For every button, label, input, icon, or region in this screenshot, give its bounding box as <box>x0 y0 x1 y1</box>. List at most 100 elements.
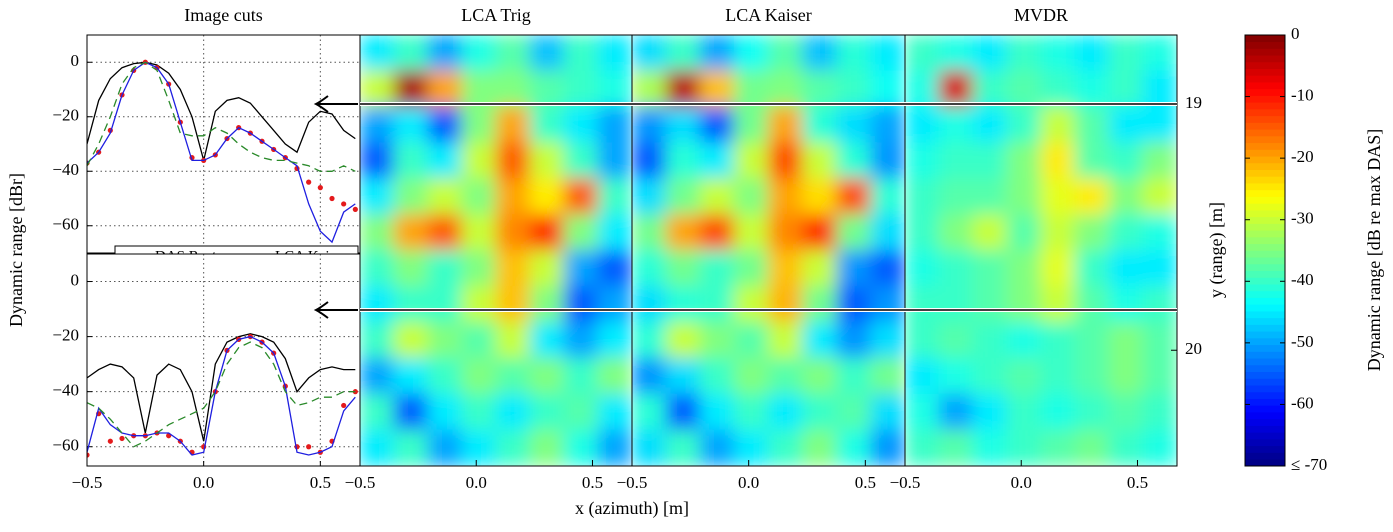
y-tick-label: −60 <box>52 436 79 455</box>
heatmap-cell <box>529 214 565 251</box>
colorbar-swatch <box>1245 189 1285 197</box>
heatmap-cell <box>802 35 838 72</box>
heatmap-cell <box>1040 321 1076 359</box>
colorbar-swatch <box>1245 277 1285 285</box>
colorbar-swatch <box>1245 250 1285 258</box>
heatmap-cell <box>495 285 531 323</box>
heatmap-cell <box>699 214 735 251</box>
heatmap-cell <box>870 285 905 323</box>
heatmap-cell <box>870 35 905 72</box>
x-tick-label: −0.5 <box>890 473 921 492</box>
colorbar-swatch <box>1245 142 1285 150</box>
heatmap-cell <box>529 250 565 287</box>
heatmap-cell <box>1142 178 1177 216</box>
x-axis-label: x (azimuth) [m] <box>575 498 689 519</box>
colorbar-swatch <box>1245 115 1285 123</box>
heatmap-cell <box>427 429 463 466</box>
heatmap-cell <box>360 321 395 359</box>
heatmap-cell <box>529 393 565 431</box>
heatmap-cell <box>1040 35 1076 72</box>
heatmap-cell <box>836 142 872 180</box>
heatmap-cell <box>495 178 531 216</box>
heatmap-cell <box>836 214 872 251</box>
colorbar-swatch <box>1245 229 1285 238</box>
heatmap-clip <box>905 35 1177 466</box>
x-tick-label: 0.0 <box>738 473 759 492</box>
heatmap-cell <box>597 70 632 108</box>
colorbar-swatch <box>1245 310 1285 319</box>
y-tick-label: −60 <box>52 215 79 234</box>
heatmap-cell <box>1142 70 1177 108</box>
heatmap-cell <box>905 178 940 216</box>
heatmap-cell <box>972 70 1008 108</box>
colorbar-swatch <box>1245 162 1285 170</box>
heatmap-cell <box>972 214 1008 251</box>
heatmap-cell <box>563 70 599 108</box>
heatmap-cell <box>768 393 804 431</box>
heatmap-cell <box>699 106 735 144</box>
heatmap-cell <box>870 429 905 466</box>
heatmap-cell <box>870 178 905 216</box>
data-point <box>329 195 335 202</box>
heatmap-cell <box>529 178 565 216</box>
heatmap-cell <box>938 178 974 216</box>
heatmap-cell <box>938 70 974 108</box>
colorbar-tick-label: -50 <box>1291 332 1314 351</box>
heatmap-cell <box>632 178 667 216</box>
heatmap-cell <box>699 357 735 395</box>
heatmap-cell <box>1074 106 1110 144</box>
heatmap-cell <box>529 70 565 108</box>
heatmap-cell <box>427 70 463 108</box>
heatmap-cell <box>1108 142 1144 180</box>
heatmap-cell <box>870 393 905 431</box>
heatmap-cell <box>461 70 497 108</box>
heatmap-cell <box>563 142 599 180</box>
heatmap-cell <box>563 285 599 323</box>
heatmap-cell <box>632 214 667 251</box>
heatmap-cell <box>1142 321 1177 359</box>
heatmap-cell <box>461 178 497 216</box>
colorbar-swatch <box>1245 128 1285 137</box>
heatmap-cell <box>360 250 395 287</box>
colorbar-swatch <box>1245 203 1285 211</box>
heatmap-cell <box>733 106 769 144</box>
colorbar-swatch <box>1245 452 1285 460</box>
heatmap-cell <box>870 142 905 180</box>
heatmap-cell <box>360 35 395 72</box>
heatmap-cell <box>1040 357 1076 395</box>
heatmap-cell <box>1040 393 1076 431</box>
heatmap-cell <box>1006 70 1042 108</box>
heatmap-cell <box>597 106 632 144</box>
heatmap-cell <box>768 106 804 144</box>
heatmap-cell <box>733 178 769 216</box>
heatmap-cell <box>393 250 429 287</box>
heatmap-cell <box>1006 285 1042 323</box>
heatmap-cell <box>699 250 735 287</box>
heatmap-cell <box>836 393 872 431</box>
colorbar-swatch <box>1245 108 1285 117</box>
plots: 0 −20 −40 −60 Image cuts Dynamic range [dBr] x… <box>6 5 1384 519</box>
heatmap-cell <box>802 393 838 431</box>
heatmap-cell <box>768 321 804 359</box>
heatmap-cell <box>802 142 838 180</box>
data-point <box>87 452 90 458</box>
panel-title: Image cuts <box>184 5 262 25</box>
colorbar-swatch <box>1245 317 1285 325</box>
x-tick-label: 0.5 <box>1127 473 1148 492</box>
heatmap-cell <box>1108 35 1144 72</box>
heatmap-cell <box>1040 106 1076 144</box>
colorbar-swatch <box>1245 61 1285 69</box>
colorbar-swatch <box>1245 263 1285 272</box>
heatmap-cell <box>905 250 940 287</box>
heatmap-cell <box>768 250 804 287</box>
heatmap-cell <box>597 35 632 72</box>
heatmap-cell <box>427 393 463 431</box>
heatmap-cell <box>1142 429 1177 466</box>
heatmap-cell <box>665 429 701 466</box>
heatmap-cell <box>1040 70 1076 108</box>
heatmap-cell <box>802 178 838 216</box>
heatmap-cell <box>1006 178 1042 216</box>
colorbar-swatch <box>1245 290 1285 298</box>
heatmap-cell <box>836 70 872 108</box>
heatmap-cell <box>733 393 769 431</box>
